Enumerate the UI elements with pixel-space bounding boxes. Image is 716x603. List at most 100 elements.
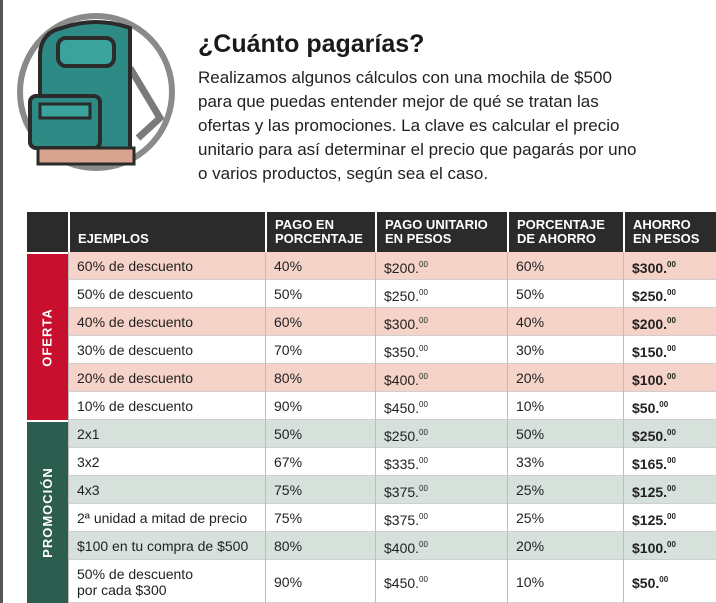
price: $200.00 [632,313,716,332]
intro-line: para que puedas entender mejor de qué se… [198,92,599,111]
table-cell: 30% [507,336,623,364]
table-cell: 50% de descuento [68,280,265,308]
cell-text: 90% [274,398,303,414]
group-label: OFERTA [27,252,68,420]
cell-text: 2x1 [77,426,100,442]
price-cents: 00 [667,259,676,269]
table-cell: $375.00 [375,476,507,504]
table-cell: $335.00 [375,448,507,476]
cell-text: 50% [516,426,545,442]
table-cell: $100.00 [623,364,716,392]
table-cell: $250.00 [623,280,716,308]
cell-text: 50% [274,286,303,302]
table-cell: 60% de descuento [68,252,265,280]
price: $350.00 [384,341,507,360]
cell-line: por cada $300 [77,581,167,598]
table-cell: $125.00 [623,504,716,532]
price-cents: 00 [419,259,428,269]
table-row [68,504,716,532]
cell-text: 20% de descuento [77,370,193,386]
cell-line: DE AHORRO [517,231,596,246]
table-cell: $50.00 [623,560,716,603]
table-cell: 80% [265,532,375,560]
price-cents: 00 [667,483,676,493]
table-cell: $100 en tu compra de $500 [68,532,265,560]
cell-text: 33% [516,454,545,470]
price-cents: 00 [419,427,428,437]
price: $150.00 [632,341,716,360]
table-cell: 75% [265,504,375,532]
table-cell: 80% [265,364,375,392]
price-main: $100. [632,539,668,556]
cell-text: 50% [516,286,545,302]
price-cents: 00 [419,455,428,465]
cell-text: 67% [274,454,303,470]
table-cell: 50% de descuento por cada $300 [68,560,265,603]
cell-text: 30% de descuento [77,342,193,358]
table-row [68,280,716,308]
cell-line: PAGO UNITARIO [385,217,488,232]
table-cell: 33% [507,448,623,476]
cell-text: 80% [274,370,303,386]
price-main: $50. [632,399,660,416]
cell-line: PORCENTAJE [517,217,605,232]
price: $100.00 [632,369,716,388]
price: $200.00 [384,257,507,276]
table-cell: 2x1 [68,420,265,448]
price-cents: 00 [419,575,428,584]
table-cell: 90% [265,560,375,603]
table-cell: 50% [265,280,375,308]
price-main: $200. [632,315,668,332]
cell-text: 25% [516,482,545,498]
table-cell: $200.00 [623,308,716,336]
price-cents: 00 [419,287,428,297]
cell-text: 30% [516,342,545,358]
title: ¿Cuánto pagarías? [198,30,425,58]
group-label-text: PROMOCIÓN [40,467,55,558]
price-cents: 00 [419,511,428,521]
price: $300.00 [384,313,507,332]
table-cell: $250.00 [375,420,507,448]
price-main: $375. [384,511,420,528]
cell-text: 10% de descuento [77,398,193,414]
price-cents: 00 [667,427,676,437]
table-cell: $300.00 [623,252,716,280]
price-main: $125. [632,511,668,528]
price: $50.00 [632,572,716,591]
table-cell: 3x2 [68,448,265,476]
table-cell: $450.00 [375,392,507,420]
price-cents: 00 [667,371,676,381]
price-cents: 00 [667,315,676,325]
intro: Realizamos algunos cálculos con una moch… [198,66,637,186]
intro-line: ofertas y las promociones. La clave es c… [198,116,620,135]
cell-text: 75% [274,510,303,526]
table-cell: 40% de descuento [68,308,265,336]
price-main: $450. [384,399,420,416]
table-cell: $300.00 [375,308,507,336]
price: $125.00 [632,481,716,500]
table-row [68,476,716,504]
table-cell: 20% [507,532,623,560]
cell-text: 20% [516,538,545,554]
cell-text: 40% [516,314,545,330]
group-label-text: OFERTA [40,307,56,367]
price: $250.00 [632,285,716,304]
price: $400.00 [384,369,507,388]
price-main: $450. [384,575,420,591]
header-row [27,212,716,252]
table-row [68,364,716,392]
table-cell: $400.00 [375,532,507,560]
price-main: $200. [384,259,420,276]
price-main: $300. [632,259,668,276]
cell-text: 10% [516,398,545,414]
table-cell: 2ª unidad a mitad de precio [68,504,265,532]
cell-line: PORCENTAJE [275,231,363,246]
price-main: $400. [384,371,420,388]
price-cents: 00 [419,399,428,409]
price-cents: 00 [419,483,428,493]
price: $375.00 [384,481,507,500]
table-cell: 10% [507,560,623,603]
price: $165.00 [632,453,716,472]
price-cents: 00 [667,511,676,521]
table-cell: 60% [265,308,375,336]
